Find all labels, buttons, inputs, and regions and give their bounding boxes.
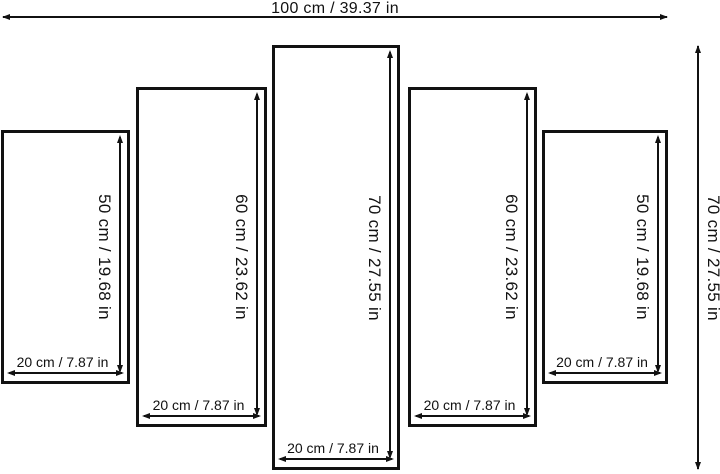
overall-width-label: 100 cm / 39.37 in	[271, 0, 399, 17]
panel-4: 60 cm / 23.62 in 20 cm / 7.87 in	[408, 87, 537, 427]
panel-5-width-label: 20 cm / 7.87 in	[556, 354, 648, 370]
panel-2-height-label: 60 cm / 23.62 in	[232, 194, 251, 320]
panel-3-width-label: 20 cm / 7.87 in	[287, 440, 379, 456]
panel-3-height-label: 70 cm / 27.55 in	[365, 194, 384, 321]
panel-3-width-arrow	[278, 455, 394, 463]
panel-5: 50 cm / 19.68 in 20 cm / 7.87 in	[542, 130, 668, 384]
panel-2-width-arrow	[142, 412, 261, 420]
panel-4-width-label: 20 cm / 7.87 in	[423, 397, 516, 413]
overall-width-dimension: 100 cm / 39.37 in	[2, 0, 668, 22]
panel-2-width-label: 20 cm / 7.87 in	[152, 397, 245, 413]
panel-1-height-arrow	[116, 135, 124, 373]
overall-width-arrow	[2, 14, 668, 20]
panel-4-height-arrow	[523, 92, 531, 416]
panel-4-width-arrow	[414, 412, 531, 420]
overall-height-dimension: 70 cm / 27.55 in	[691, 45, 720, 470]
panel-5-height-arrow	[654, 135, 662, 373]
panel-5-width-arrow	[548, 369, 662, 377]
panel-4-height-label: 60 cm / 23.62 in	[502, 194, 521, 320]
panel-3-height-arrow	[386, 50, 394, 459]
panel-3: 70 cm / 27.55 in 20 cm / 7.87 in	[272, 45, 400, 470]
arrowhead-left-icon	[2, 14, 10, 20]
arrowhead-up-icon	[695, 45, 701, 53]
panel-1-height-label: 50 cm / 19.68 in	[95, 194, 114, 320]
panel-1-width-arrow	[7, 369, 124, 377]
panel-2: 60 cm / 23.62 in 20 cm / 7.87 in	[136, 87, 267, 427]
panel-2-height-arrow	[253, 92, 261, 416]
overall-height-label: 70 cm / 27.55 in	[704, 194, 720, 321]
panel-5-height-label: 50 cm / 19.68 in	[633, 194, 652, 320]
panel-1: 50 cm / 19.68 in 20 cm / 7.87 in	[1, 130, 130, 384]
arrowhead-right-icon	[660, 14, 668, 20]
arrowhead-down-icon	[695, 462, 701, 470]
overall-height-arrow	[695, 45, 701, 470]
panel-1-width-label: 20 cm / 7.87 in	[16, 354, 109, 370]
